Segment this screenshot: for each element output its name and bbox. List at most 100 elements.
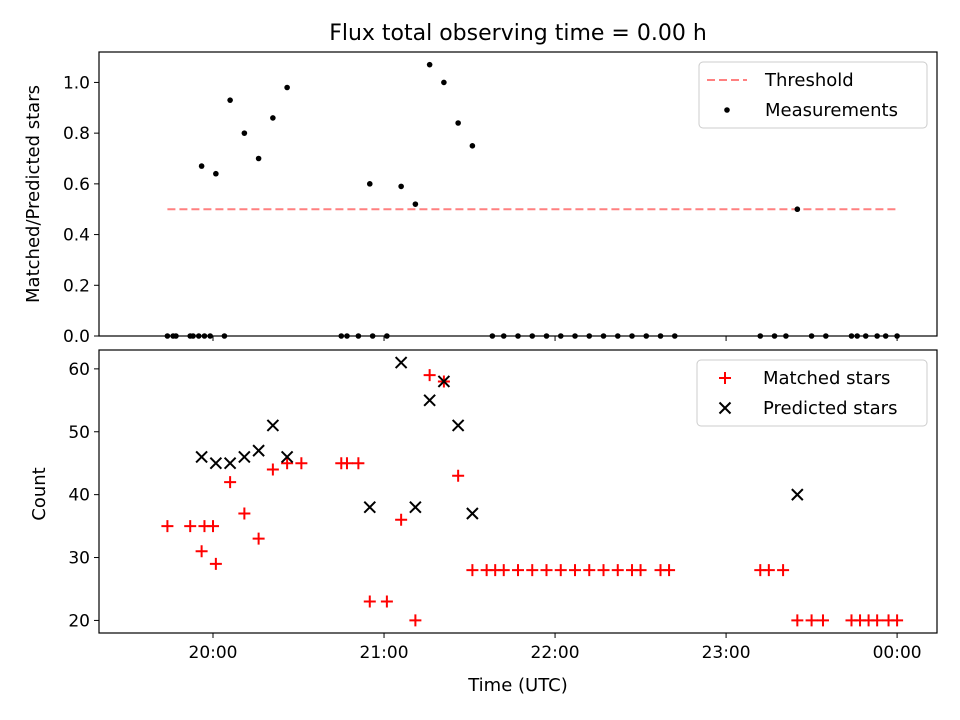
y-tick-label: 0.8 (63, 124, 90, 144)
y-tick-label: 50 (68, 423, 90, 443)
measurement-point (366, 181, 373, 187)
measurement-point (227, 97, 233, 103)
measurement-point (201, 333, 208, 339)
matched-star-point (805, 614, 818, 627)
matched-star-point (363, 595, 376, 608)
measurement-point (412, 201, 419, 207)
measurement-point (338, 333, 345, 339)
matched-star-point (634, 564, 647, 577)
x-axis-label: Time (UTC) (467, 675, 568, 696)
axes-frame (98, 349, 938, 634)
predicted-star-point (451, 419, 465, 432)
legend-box (698, 61, 928, 129)
matched-star-point (281, 457, 294, 470)
measurement-point (384, 333, 390, 339)
matched-star-point (569, 564, 582, 577)
matched-star-point (512, 564, 524, 577)
measurement-point (369, 333, 376, 339)
x-tick-label: 23:00 (702, 643, 751, 663)
y-tick-label: 0.2 (63, 276, 90, 296)
measurement-point (469, 143, 476, 149)
measurement-point (241, 130, 248, 136)
matched-star-point (554, 564, 567, 577)
measurement-point (586, 333, 593, 339)
predicted-star-point (466, 507, 479, 520)
measurement-point (894, 333, 900, 339)
measurement-point (862, 333, 869, 339)
measurement-point (794, 206, 801, 213)
measurement-point (284, 84, 290, 91)
legend-matched-swatch (719, 372, 731, 384)
legend-label: Measurements (765, 100, 898, 121)
measurement-point (557, 333, 564, 339)
y-tick-label: 60 (68, 360, 90, 380)
y-tick-label: 20 (68, 611, 90, 631)
measurement-point (355, 333, 362, 339)
matched-star-point (207, 520, 220, 533)
predicted-star-point (209, 456, 223, 470)
legend-box (696, 359, 928, 427)
measurement-point (808, 333, 815, 339)
measurement-point (426, 61, 433, 68)
measurement-point (783, 333, 789, 339)
measurement-point (195, 333, 202, 339)
predicted-star-point (266, 419, 280, 432)
measurement-point (771, 333, 778, 339)
measurement-point (529, 333, 536, 339)
matched-star-point (466, 564, 479, 577)
matched-star-point (871, 614, 884, 627)
chart-title: Flux total observing time = 0.00 h (329, 21, 707, 46)
y-tick-label: 30 (68, 549, 90, 569)
measurement-point (671, 333, 678, 339)
top-axes: 0.0 0.2 0.4 0.6 0.8 1.0 Threshold Measurements (63, 51, 938, 347)
y-tick-label: 1.0 (63, 73, 90, 93)
y-tick-label: 40 (68, 486, 90, 506)
bottom-axes: 20 30 40 50 60 20:00 21:00 22:00 23:00 00:00 Match… (68, 349, 938, 663)
matched-star-point (252, 532, 265, 545)
measurement-point (270, 115, 276, 121)
matched-star-point (583, 564, 596, 577)
y-tick-label: 0.4 (63, 226, 90, 246)
matched-star-point (777, 564, 790, 577)
predicted-star-point (394, 356, 408, 369)
bottom-y-axis-label: Count (29, 467, 50, 520)
matched-star-point (266, 463, 279, 476)
measurement-point (543, 333, 550, 339)
predicted-star-point (437, 375, 451, 388)
x-tick-label: 22:00 (531, 643, 580, 663)
matched-star-point (238, 507, 251, 520)
matched-star-point (526, 564, 539, 577)
matched-star-point (423, 369, 436, 382)
matched-star-point (497, 564, 510, 577)
matched-star-point (597, 564, 610, 577)
predicted-star-point (252, 444, 265, 457)
measurement-point (614, 333, 621, 339)
measurement-point (213, 170, 219, 177)
matched-star-point (295, 457, 308, 470)
measurement-point (823, 333, 829, 339)
matched-star-point (395, 513, 408, 526)
x-tick-label: 20:00 (189, 643, 238, 663)
matched-star-point (891, 614, 904, 627)
predicted-star-point (280, 450, 294, 464)
matched-star-point (611, 564, 624, 577)
predicted-star-point (791, 488, 804, 501)
matched-star-point (340, 457, 353, 470)
measurement-point (629, 333, 635, 339)
measurement-point (643, 333, 650, 339)
legend-label: Matched stars (763, 368, 890, 389)
measurement-point (164, 333, 171, 339)
matched-star-point (816, 614, 829, 627)
matched-star-point (224, 476, 237, 489)
measurement-point (455, 120, 461, 126)
matched-star-point (791, 614, 804, 627)
predicted-star-point (423, 394, 436, 407)
measurement-point (170, 333, 176, 339)
matched-star-point (209, 557, 222, 570)
measurement-point (572, 333, 578, 339)
measurement-point (221, 333, 228, 339)
y-tick-label: 0.0 (63, 327, 90, 347)
legend-predicted-swatch (718, 401, 732, 415)
matched-star-point (663, 564, 676, 577)
